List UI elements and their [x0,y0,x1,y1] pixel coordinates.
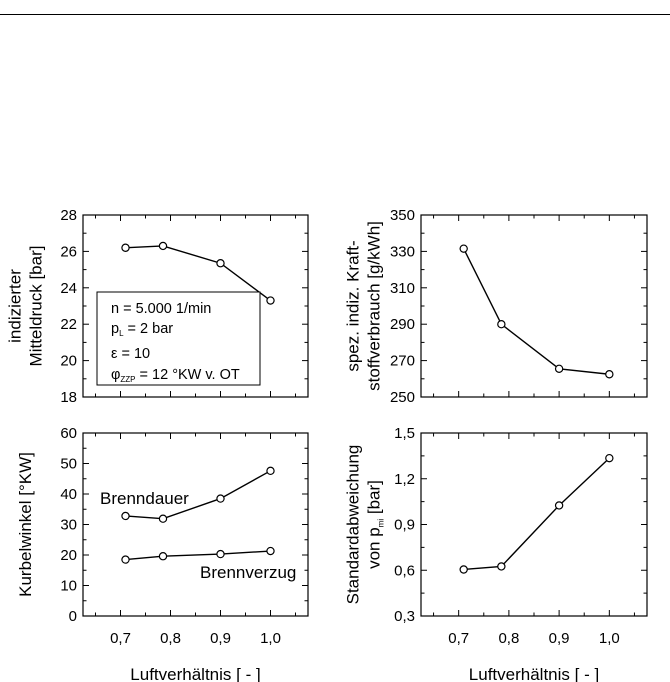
data-point [216,259,225,268]
data-point [605,453,614,463]
data-point [216,549,225,559]
series-label-brenndauer: Brenndauer [100,489,189,508]
data-point [266,546,275,556]
chart-tr: 250 270 290 310 330 350 spez. indiz. Kraft-sto… [344,207,648,406]
y-tick-label: 40 [60,486,77,503]
y-axis-title: indizierter [6,269,25,343]
y-tick-label: 20 [60,353,77,370]
param-compression: ε = 10 [111,346,150,362]
y-tick-label: 10 [60,578,77,595]
y-tick-label: 1,5 [394,425,415,442]
data-point [216,494,225,503]
plot-frame [420,214,648,398]
y-tick-label: 0 [69,608,77,625]
y-tick-label: 22 [60,316,77,333]
y-tick-label: 330 [390,243,415,260]
y-tick-label: 270 [390,353,415,370]
data-point [605,370,614,379]
y-tick-label: 310 [390,280,415,297]
series-line [463,457,610,571]
data-point [121,243,130,252]
x-tick-label: 0,7 [110,630,131,647]
x-tick-label: 0,7 [448,630,469,647]
series-label-brennverzug: Brennverzug [200,563,296,582]
series-line [125,245,271,302]
series-line [463,248,610,375]
y-tick-label: 1,2 [394,471,415,488]
param-speed: n = 5.000 1/min [111,301,211,317]
y-tick-label: 0,9 [394,517,415,534]
x-tick-label: 0,8 [160,630,181,647]
y-tick-label: 250 [390,389,415,406]
x-tick-label: 0,8 [498,630,519,647]
data-point [158,552,168,561]
y-tick-label: 28 [60,207,77,224]
y-tick-label: 20 [60,547,77,564]
chart-bl: 0 10 20 30 40 50 60 0,7 0,8 0,9 1,0 Kurbelwinkel [°… [16,425,309,682]
data-point [266,296,275,305]
x-tick-label: 1,0 [260,630,281,647]
chart-br: 0,3 0,6 0,9 1,2 1,5 0,7 0,8 0,9 1,0 Standardabwei… [344,425,648,682]
series-line [125,470,271,520]
y-axis-title: spez. indiz. Kraft- [344,240,363,371]
data-point [554,501,564,510]
y-axis-title: von pmi [bar] [365,480,386,569]
y-axis-title: stoffverbrauch [g/kWh] [365,221,384,391]
plot-frame [420,432,648,617]
data-point [459,244,468,253]
top-rule [0,14,670,15]
data-point [459,565,468,574]
data-point [497,320,506,329]
chart-tl: 18 20 22 24 26 28 indizierter Mitteldruck [bar]… [6,207,309,406]
data-point [554,364,564,373]
plot-frame [82,432,309,617]
x-axis-title: Luftverhältnis [ - ] [130,665,260,682]
y-tick-label: 24 [60,280,77,297]
y-tick-label: 60 [60,425,77,442]
y-tick-label: 0,3 [394,608,415,625]
y-axis-title: Mitteldruck [bar] [27,246,46,367]
parameter-box: n = 5.000 1/min pL = 2 bar ε = 10 φZZP = 12… [96,291,261,386]
y-tick-label: 350 [390,207,415,224]
x-tick-label: 0,9 [549,630,570,647]
y-tick-label: 50 [60,456,77,473]
data-point [121,555,130,564]
data-point [266,466,275,476]
param-ignition-timing: φZZP = 12 °KW v. OT [111,367,240,384]
data-point [158,514,168,523]
param-boost-pressure: pL = 2 bar [111,321,173,338]
series-line [125,550,271,561]
x-tick-label: 1,0 [599,630,620,647]
x-axis-title: Luftverhältnis [ - ] [469,665,599,682]
parameter-box-frame [96,291,261,386]
y-tick-label: 0,6 [394,562,415,579]
x-tick-label: 0,9 [210,630,231,647]
y-tick-label: 30 [60,517,77,534]
data-point [497,562,506,571]
y-tick-label: 26 [60,243,77,260]
y-axis-title: Kurbelwinkel [°KW] [16,452,35,597]
data-point [158,241,168,251]
y-tick-label: 18 [60,389,77,406]
y-axis-title: Standardabweichung [344,445,363,605]
data-point [121,511,130,521]
y-tick-label: 290 [390,316,415,333]
